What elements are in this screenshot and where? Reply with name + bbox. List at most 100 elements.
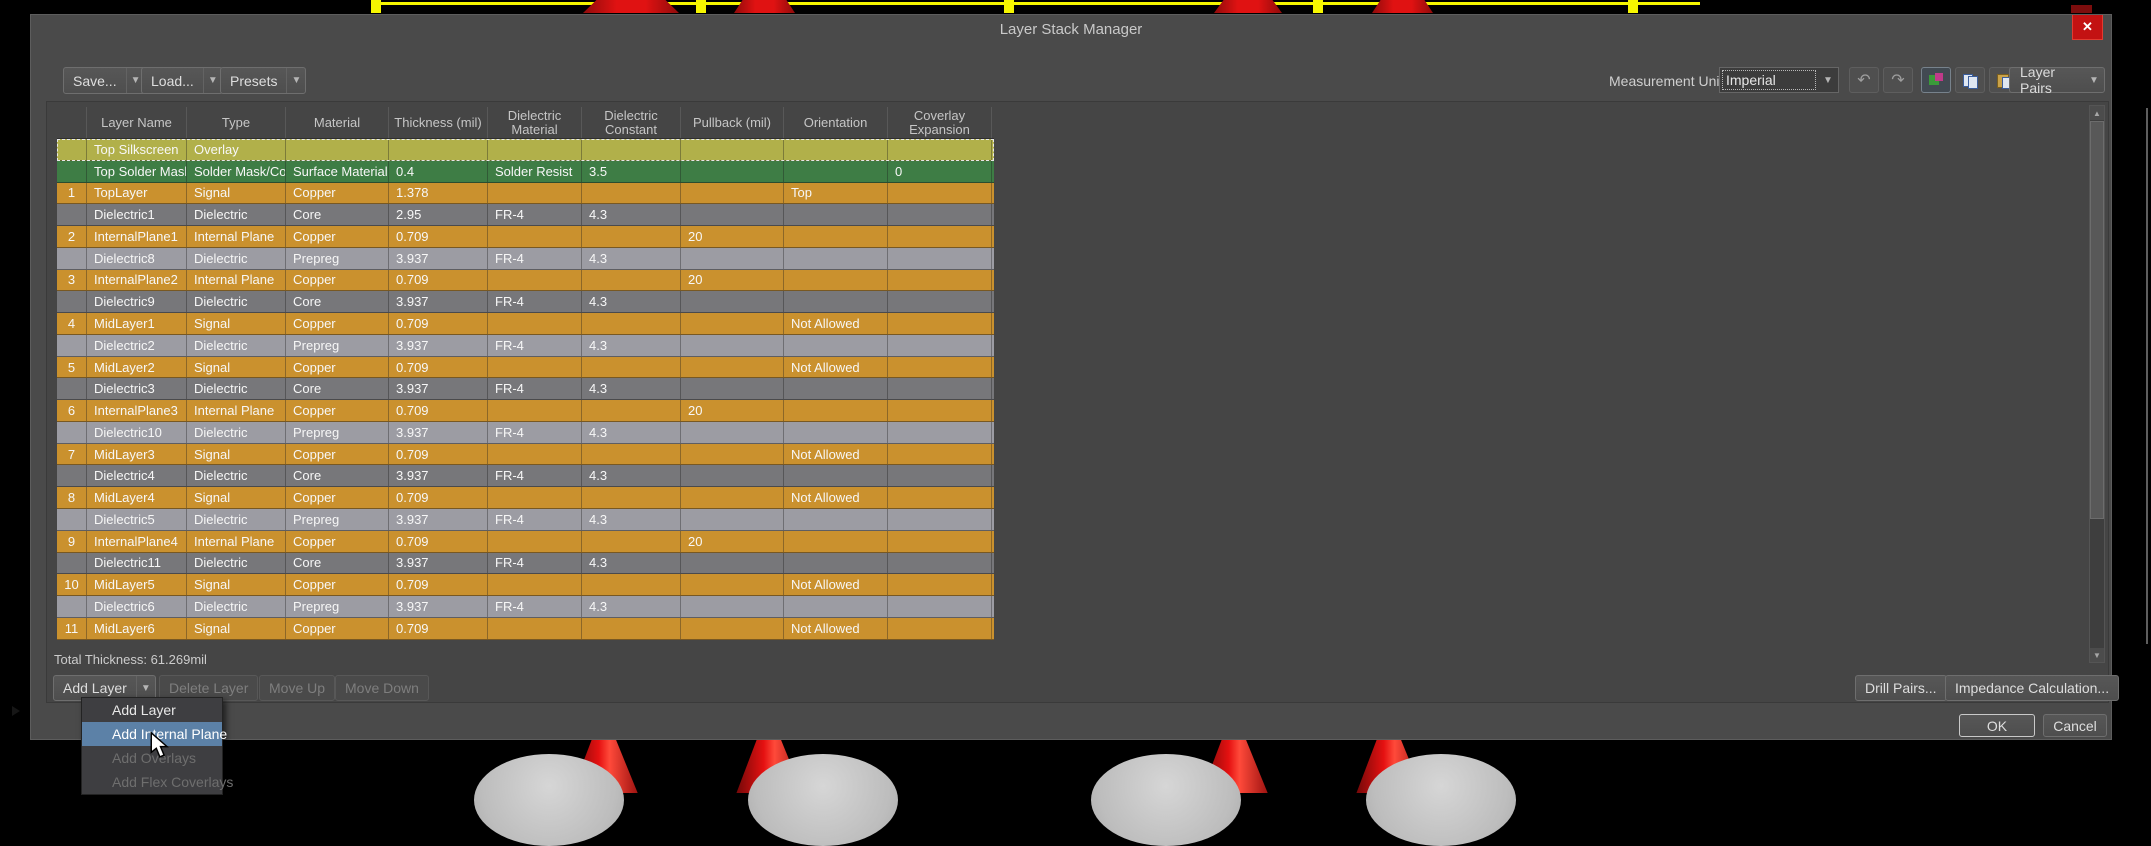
chevron-down-icon[interactable]: ▼ (135, 676, 155, 700)
table-cell: MidLayer3 (87, 443, 187, 465)
table-row[interactable]: 2 InternalPlane1 Internal Plane Copper 0.709… (57, 226, 994, 248)
table-row[interactable]: Dielectric2 Dielectric Prepreg 3.937 FR-4 4.3 (57, 334, 994, 357)
table-cell: 4.3 (582, 378, 681, 400)
column-header[interactable]: Dielectric Constant (582, 107, 681, 138)
scrollbar-thumb[interactable] (2090, 121, 2104, 519)
stackup-properties-button[interactable] (1921, 67, 1951, 93)
table-cell (888, 356, 992, 378)
row-number-cell (57, 378, 87, 400)
table-cell (681, 509, 784, 530)
total-thickness-label: Total Thickness: 61.269mil (54, 652, 207, 667)
presets-button[interactable]: Presets ▼ (220, 67, 307, 94)
chevron-down-icon[interactable]: ▼ (286, 68, 305, 93)
table-cell (784, 596, 888, 617)
table-cell: 4.3 (582, 596, 681, 617)
undo-button[interactable]: ↶ (1849, 67, 1879, 93)
table-cell: Signal (187, 574, 286, 596)
table-cell (784, 139, 888, 160)
column-header[interactable]: Coverlay Expansion (888, 107, 992, 138)
table-row[interactable]: Dielectric6 Dielectric Prepreg 3.937 FR-4 4.3 (57, 596, 994, 618)
copy-button[interactable] (1955, 67, 1985, 93)
table-cell: InternalPlane4 (87, 530, 187, 552)
save-button[interactable]: Save... ▼ (63, 67, 146, 94)
column-header[interactable]: Material (286, 107, 389, 138)
layer-pairs-select[interactable]: Layer Pairs ▼ (2009, 64, 2105, 96)
table-cell: Internal Plane (187, 530, 286, 552)
table-cell: Not Allowed (784, 617, 888, 639)
table-cell: Dielectric1 (87, 204, 187, 226)
row-number-cell (57, 421, 87, 443)
table-cell (888, 269, 992, 291)
table-cell: FR-4 (488, 204, 582, 226)
chevron-down-icon[interactable]: ▼ (125, 68, 145, 93)
table-cell (784, 247, 888, 269)
dialog-titlebar[interactable]: Layer Stack Manager ✕ (31, 15, 2111, 41)
table-cell (389, 139, 488, 160)
measurement-unit-select[interactable]: Imperial ▼ (1719, 67, 1839, 93)
table-row[interactable]: 3 InternalPlane2 Internal Plane Copper 0.709… (57, 269, 994, 292)
board-edge-line (2146, 108, 2148, 644)
table-row[interactable]: Dielectric10 Dielectric Prepreg 3.937 FR-4 4.… (57, 421, 994, 444)
table-cell: Prepreg (286, 596, 389, 617)
table-row[interactable]: Dielectric4 Dielectric Core 3.937 FR-4 4.3 (57, 465, 994, 488)
table-row[interactable]: Dielectric1 Dielectric Core 2.95 FR-4 4.3 (57, 204, 994, 227)
table-row[interactable]: 9 InternalPlane4 Internal Plane Copper 0.709… (57, 530, 994, 553)
chevron-down-icon[interactable]: ▼ (202, 68, 222, 93)
table-cell: FR-4 (488, 596, 582, 617)
table-row[interactable]: 10 MidLayer5 Signal Copper 0.709 Not Allowed (57, 574, 994, 597)
column-header[interactable]: Pullback (mil) (681, 107, 784, 138)
table-row[interactable]: 8 MidLayer4 Signal Copper 0.709 Not Allowed (57, 487, 994, 510)
table-cell: Not Allowed (784, 443, 888, 465)
table-row[interactable]: 7 MidLayer3 Signal Copper 0.709 Not Allowed (57, 443, 994, 466)
table-row[interactable]: Dielectric11 Dielectric Core 3.937 FR-4 4.3 (57, 552, 994, 575)
table-row[interactable]: 5 MidLayer2 Signal Copper 0.709 Not Allowed (57, 356, 994, 379)
table-row[interactable]: Dielectric3 Dielectric Core 3.937 FR-4 4.3 (57, 378, 994, 401)
chevron-down-icon[interactable]: ▼ (1823, 74, 1833, 86)
column-header[interactable]: Orientation (784, 107, 888, 138)
table-cell: 2.95 (389, 204, 488, 226)
table-cell: 0 (888, 160, 992, 182)
close-button[interactable]: ✕ (2072, 15, 2103, 40)
row-number-cell: 6 (57, 400, 87, 421)
cancel-button[interactable]: Cancel (2043, 714, 2107, 737)
panel-expand-arrow-icon[interactable] (12, 706, 20, 716)
redo-button[interactable]: ↷ (1883, 67, 1913, 93)
vertical-scrollbar[interactable]: ▲ ▼ (2089, 105, 2105, 663)
column-header[interactable]: Layer Name (87, 107, 187, 138)
load-button[interactable]: Load... ▼ (141, 67, 223, 94)
component-pad (748, 754, 898, 846)
table-row[interactable]: Dielectric8 Dielectric Prepreg 3.937 FR-4 4.3 (57, 247, 994, 270)
table-cell: 3.937 (389, 247, 488, 269)
column-header[interactable]: Thickness (mil) (389, 107, 488, 138)
table-cell: MidLayer4 (87, 487, 187, 509)
impedance-calculation-button[interactable]: Impedance Calculation... (1945, 675, 2120, 701)
ok-button[interactable]: OK (1959, 714, 2035, 737)
component-3d-top (583, 0, 679, 13)
table-row[interactable]: 11 MidLayer6 Signal Copper 0.709 Not Allowed (57, 617, 994, 640)
table-cell: Dielectric3 (87, 378, 187, 400)
table-cell: 4.3 (582, 465, 681, 487)
menu-item-add-layer[interactable]: Add Layer (112, 702, 176, 718)
table-row[interactable]: 1 TopLayer Signal Copper 1.378 Top (57, 182, 994, 205)
component-3d-top (1372, 0, 1433, 13)
table-row[interactable]: 6 InternalPlane3 Internal Plane Copper 0.709… (57, 400, 994, 422)
table-row[interactable]: Dielectric5 Dielectric Prepreg 3.937 FR-4 4.3 (57, 509, 994, 531)
table-cell: 3.937 (389, 421, 488, 443)
table-row[interactable]: 4 MidLayer1 Signal Copper 0.709 Not Allowed (57, 313, 994, 335)
column-header[interactable]: Type (187, 107, 286, 138)
column-header[interactable]: Dielectric Material (488, 107, 582, 138)
scroll-up-arrow-icon[interactable]: ▲ (2090, 106, 2104, 120)
table-cell: 20 (681, 530, 784, 552)
table-row[interactable]: Dielectric9 Dielectric Core 3.937 FR-4 4.3 (57, 291, 994, 314)
table-row[interactable]: Top Silkscreen Overlay (57, 139, 994, 161)
menu-item-add-flex-coverlays: Add Flex Coverlays (112, 774, 234, 790)
row-number-cell: 3 (57, 269, 87, 291)
table-cell (888, 204, 992, 226)
scroll-down-arrow-icon[interactable]: ▼ (2090, 648, 2104, 662)
column-header[interactable] (57, 107, 87, 138)
drill-pairs-button[interactable]: Drill Pairs... (1855, 675, 1947, 701)
chevron-down-icon[interactable]: ▼ (2089, 74, 2099, 86)
table-cell (888, 617, 992, 639)
table-cell: Internal Plane (187, 269, 286, 291)
